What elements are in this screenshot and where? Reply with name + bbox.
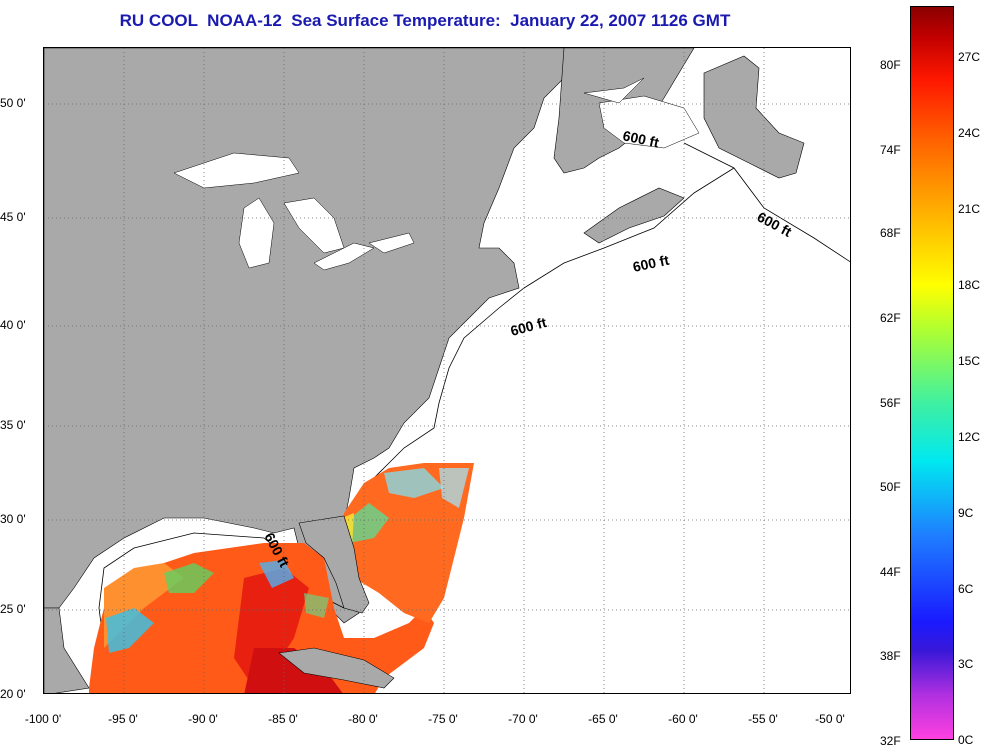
st-lawrence [583, 77, 700, 149]
great-lakes [173, 152, 415, 271]
land-newfoundland [703, 55, 805, 179]
colorbar-f-label: 80F [880, 58, 901, 72]
colorbar-f-label: 32F [880, 734, 901, 748]
colorbar-f-label: 62F [880, 311, 901, 325]
colorbar-c-label: 12C [958, 430, 981, 444]
contour-label: 600 ft [755, 209, 795, 240]
lon-tick-label: -55 0' [748, 712, 778, 726]
colorbar-c-label: 15C [958, 354, 981, 368]
land-nova-scotia [583, 187, 685, 244]
map-svg: 600 ft 600 ft 600 ft 600 ft 600 ft [44, 48, 850, 693]
contour-label: 600 ft [621, 127, 660, 150]
lat-tick-label: 20 0' [0, 687, 26, 701]
land-florida [298, 515, 370, 614]
lat-tick-label: 50 0' [0, 96, 26, 110]
graticule [44, 48, 850, 693]
lon-tick-label: -100 0' [24, 712, 62, 726]
sst-data [89, 463, 474, 693]
land-north-america [44, 48, 575, 624]
colorbar-c-label: 0C [958, 733, 974, 747]
lon-tick-label: -80 0' [348, 712, 378, 726]
lat-tick-label: 35 0' [0, 418, 26, 432]
colorbar-c-label: 6C [958, 582, 974, 596]
lon-tick-label: -70 0' [508, 712, 538, 726]
colorbar-c-label: 27C [958, 50, 981, 64]
lon-tick-label: -95 0' [108, 712, 138, 726]
colorbar-f-label: 44F [880, 565, 901, 579]
lon-tick-label: -90 0' [188, 712, 218, 726]
chart-title: RU COOL NOAA-12 Sea Surface Temperature:… [119, 11, 731, 30]
land-cuba [278, 647, 395, 689]
lon-tick-label: -50 0' [815, 712, 845, 726]
lat-tick-label: 30 0' [0, 512, 26, 526]
land-mexico [44, 607, 90, 693]
colorbar-f-label: 68F [880, 226, 901, 240]
lon-tick-label: -75 0' [428, 712, 458, 726]
lon-tick-label: -60 0' [668, 712, 698, 726]
lat-tick-label: 45 0' [0, 210, 26, 224]
contour-label: 600 ft [631, 252, 670, 275]
colorbar-f-label: 74F [880, 143, 901, 157]
colorbar-c-label: 24C [958, 126, 981, 140]
lat-tick-label: 25 0' [0, 602, 26, 616]
lon-tick-label: -65 0' [588, 712, 618, 726]
colorbar-c-label: 21C [958, 202, 981, 216]
colorbar-c-label: 3C [958, 657, 974, 671]
colorbar-c-label: 9C [958, 506, 974, 520]
lat-tick-label: 40 0' [0, 318, 26, 332]
lon-tick-label: -85 0' [268, 712, 298, 726]
colorbar-f-label: 38F [880, 649, 901, 663]
colorbar-f-label: 56F [880, 396, 901, 410]
sst-map: 600 ft 600 ft 600 ft 600 ft 600 ft [43, 47, 851, 694]
colorbar-c-label: 18C [958, 278, 981, 292]
colorbar-f-label: 50F [880, 480, 901, 494]
contour-label: 600 ft [509, 314, 549, 339]
temperature-colorbar [910, 6, 954, 740]
